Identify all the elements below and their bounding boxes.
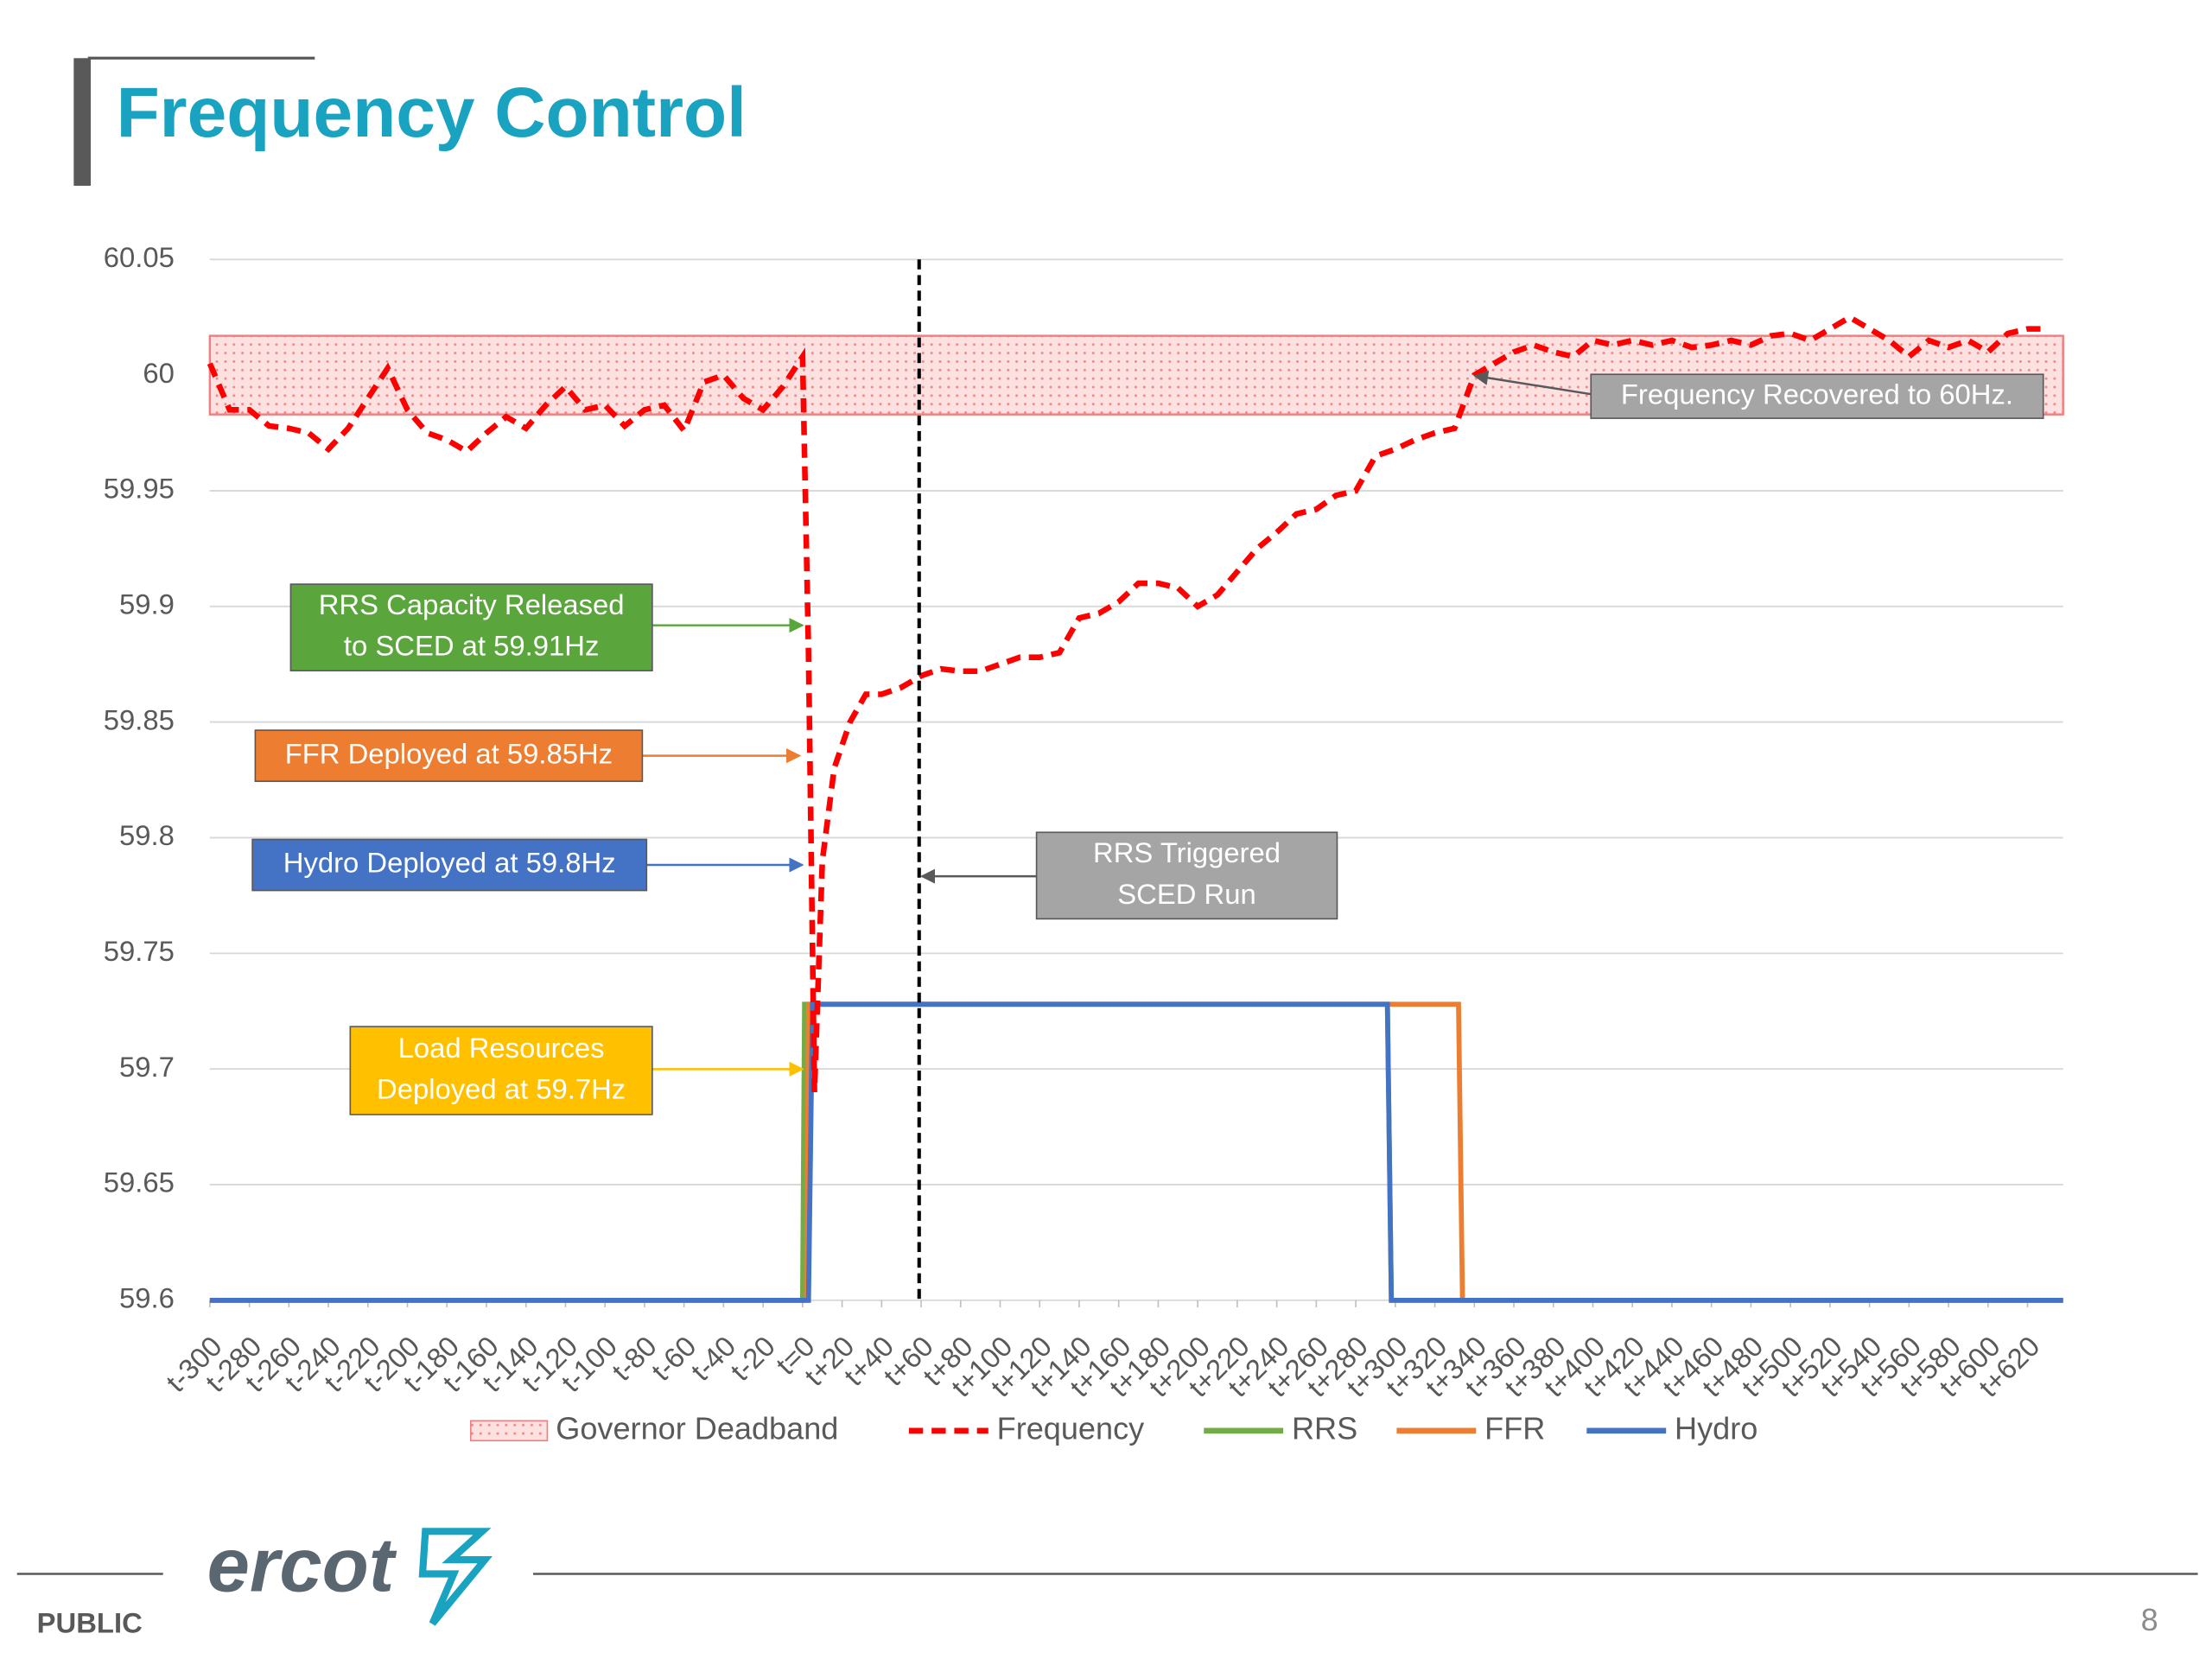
annotation-text: Frequency Recovered to 60Hz. [1621, 378, 2013, 410]
legend-swatch [470, 1420, 549, 1442]
legend-label: Governor Deadband [556, 1410, 838, 1446]
y-tick-label: 59.7 [119, 1051, 175, 1083]
annotation-text: SCED Run [1117, 878, 1255, 910]
annotation-text: RRS Capacity Released [319, 588, 625, 620]
y-tick-label: 60.05 [104, 241, 175, 273]
series-line [207, 314, 2048, 1093]
annotation-text: FFR Deployed at 59.85Hz [285, 737, 613, 769]
annotation-box [251, 838, 648, 892]
annotation-arrow [1472, 370, 1592, 396]
legend-label: RRS [1292, 1410, 1357, 1446]
chart: 59.6 59.65 59.7 59.75 59.8 59.85 59.9 59.95 60 60… [104, 241, 2064, 1446]
annotation-text: Deployed at 59.7Hz [377, 1072, 626, 1104]
y-tick-label: 59.95 [104, 473, 175, 505]
legend-label: Frequency [997, 1410, 1145, 1446]
y-tick-label: 59.9 [119, 588, 175, 620]
y-tick-label: 59.6 [119, 1281, 175, 1313]
y-tick-label: 59.65 [104, 1166, 175, 1198]
annotation-box [349, 1026, 653, 1116]
series-line [209, 1001, 2063, 1303]
logo-mark [418, 1528, 493, 1626]
slide-title: Frequency Control [117, 73, 747, 152]
y-tick-label: 59.75 [104, 935, 175, 967]
annotation-text: to SCED at 59.91Hz [344, 630, 599, 662]
annotation-box [254, 729, 644, 783]
annotation-text: RRS Triggered [1093, 836, 1281, 868]
y-tick-label: 59.8 [119, 819, 175, 851]
y-tick-label: 60 [143, 357, 175, 389]
annotation-text: Load Resources [398, 1032, 605, 1064]
legend-label: Hydro [1675, 1410, 1758, 1446]
legend-label: FFR [1484, 1410, 1545, 1446]
annotation-text: Hydro Deployed at 59.8Hz [283, 847, 616, 879]
y-tick-label: 59.85 [104, 703, 175, 735]
annotation-box [289, 583, 653, 672]
classification: PUBLIC [37, 1606, 143, 1638]
annotation-box [1590, 373, 2044, 419]
logo: ercot [207, 1522, 397, 1608]
annotation-box [1035, 831, 1338, 920]
header-bar [73, 58, 92, 186]
page-number: 8 [2141, 1602, 2158, 1637]
